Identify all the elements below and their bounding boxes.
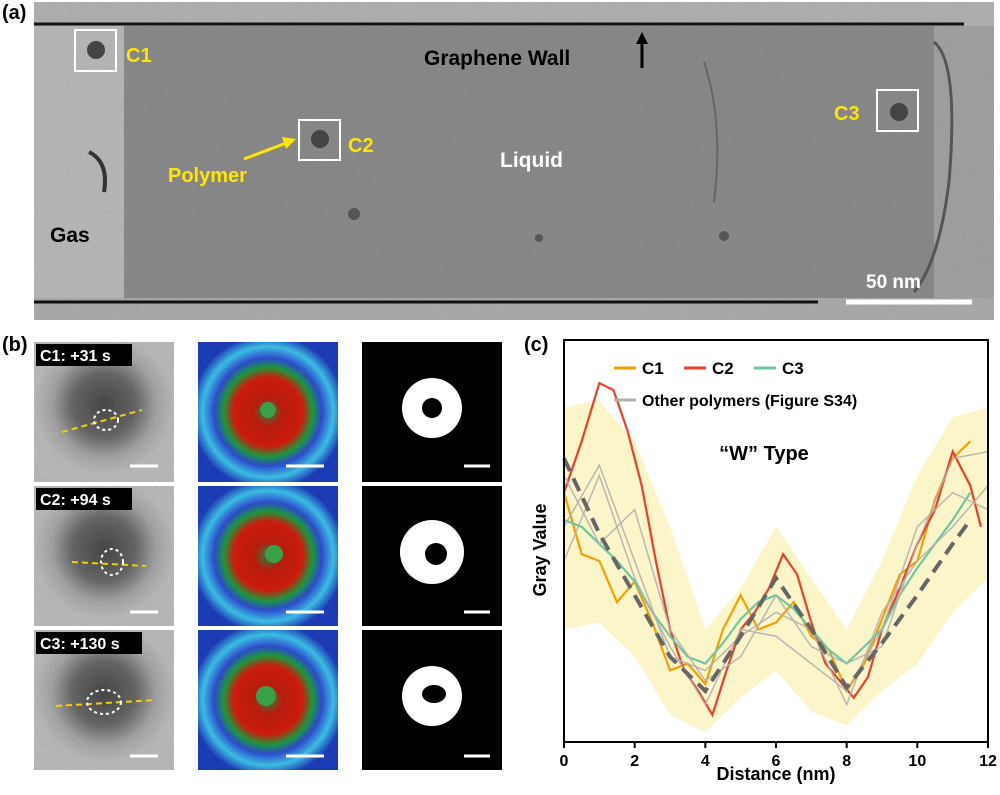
panel-c-label: (c) — [524, 334, 549, 356]
x-tick-label: 12 — [979, 753, 997, 770]
polymer-images-panel: C1: +31 s C2: +94 s — [34, 340, 514, 780]
row-c1-label: C1: +31 s — [40, 348, 111, 365]
gray-value-chart-panel: 0 2 4 6 8 10 12 C1 C2 C3 Other polymers (Figure S3… — [520, 330, 998, 790]
c1-box — [74, 29, 117, 72]
x-tick-label: 10 — [908, 753, 926, 770]
series-line-c2 — [562, 381, 982, 718]
x-tick-label: 8 — [842, 753, 851, 770]
w-type-annotation: “W” Type — [719, 443, 809, 465]
c2-label: C2 — [348, 135, 374, 157]
polymer-c1-dot — [87, 41, 105, 59]
legend-label-c3: C3 — [782, 359, 804, 378]
gray-value-chart: 0 2 4 6 8 10 12 C1 C2 C3 Other polymers (Figure S3… — [530, 339, 997, 784]
tem-micrograph: C1 C2 C3 Polymer Graphene Wall Liquid Ga… — [34, 2, 994, 320]
x-tick-label: 4 — [701, 753, 710, 770]
trend-dashed-line — [562, 457, 972, 695]
legend-label-c1: C1 — [642, 359, 664, 378]
legend-label-other: Other polymers (Figure S34) — [642, 393, 857, 410]
graphene-wall-label: Graphene Wall — [424, 47, 570, 70]
tem-micrograph-panel: C1 C2 C3 Polymer Graphene Wall Liquid Ga… — [34, 2, 994, 320]
liquid-label: Liquid — [500, 149, 563, 172]
panel-a-label: (a) — [2, 2, 27, 24]
polymer-label: Polymer — [168, 165, 247, 187]
panel-b-label: (b) — [2, 334, 28, 356]
c2-box — [298, 119, 341, 161]
series-line-c3 — [563, 492, 972, 666]
series-line-other-4 — [563, 450, 989, 682]
c3-box — [876, 89, 919, 132]
series-line-other-3 — [563, 473, 989, 707]
polymer-c2-dot — [311, 130, 329, 148]
row-c2-label: C2: +94 s — [40, 492, 111, 509]
x-axis-label: Distance (nm) — [716, 764, 835, 784]
y-axis-label: Gray Value — [530, 503, 550, 596]
scale-bar-label: 50 nm — [866, 272, 921, 293]
row-c3: C3: +130 s — [34, 630, 502, 770]
gas-label: Gas — [50, 224, 90, 247]
series-line-c1 — [562, 440, 972, 694]
x-tick-label: 0 — [560, 753, 569, 770]
row-c1: C1: +31 s — [34, 342, 502, 482]
x-tick-label: 2 — [630, 753, 639, 770]
polymer-image-grid: C1: +31 s C2: +94 s — [34, 342, 502, 770]
x-tick-label: 6 — [772, 753, 781, 770]
polymer-c3-dot — [890, 103, 908, 121]
legend-label-c2: C2 — [712, 359, 734, 378]
confidence-band — [564, 400, 988, 732]
row-c2: C2: +94 s — [34, 486, 502, 626]
c3-label: C3 — [834, 103, 860, 125]
row-c3-label: C3: +130 s — [40, 636, 120, 653]
c1-label: C1 — [126, 45, 152, 67]
series-line-other-5 — [563, 463, 989, 707]
